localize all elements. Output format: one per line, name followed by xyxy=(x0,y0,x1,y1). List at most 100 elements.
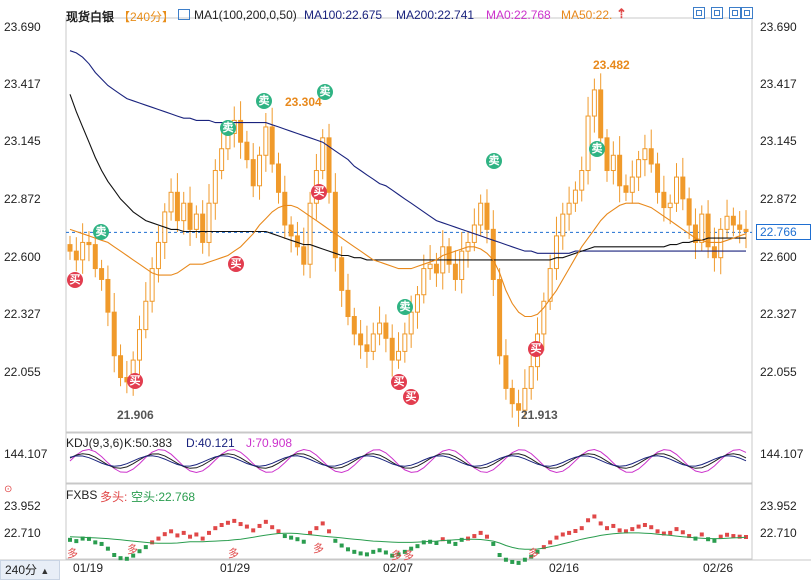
candle-body xyxy=(667,202,673,209)
fxbs-bar xyxy=(434,541,439,545)
x-tick-0: 01/19 xyxy=(73,561,104,575)
fxbs-bar xyxy=(712,538,717,543)
kdj-j-line xyxy=(69,448,747,474)
fxbs-bar xyxy=(99,541,104,546)
fxbs-bar xyxy=(377,548,382,553)
y-tick-right-6: 22.055 xyxy=(760,365,797,379)
y-tick-left-2: 23.145 xyxy=(4,134,41,148)
candle-body xyxy=(737,224,743,230)
fxbs-bar xyxy=(503,557,508,562)
candle-body xyxy=(743,228,749,233)
candle-body xyxy=(414,294,420,313)
ma200-line xyxy=(69,94,746,261)
ma100-value: MA100:22.675 xyxy=(304,8,383,22)
fxbs-bar xyxy=(510,559,515,564)
indicator-settings-icon[interactable] xyxy=(178,9,190,20)
candle-body xyxy=(67,244,73,252)
buy-signal[interactable]: 买 xyxy=(391,374,407,390)
expand-icon[interactable] xyxy=(711,7,723,19)
candle-body xyxy=(699,213,705,243)
candle-body xyxy=(484,202,490,230)
sell-signal[interactable]: 卖 xyxy=(256,93,272,109)
fxbs-bar xyxy=(143,545,148,550)
candle-body xyxy=(238,119,244,143)
candle-body xyxy=(503,355,509,389)
fxbs-bar xyxy=(718,534,723,539)
candle-body xyxy=(402,333,408,352)
candle-body xyxy=(692,224,698,243)
buy-signal[interactable]: 买 xyxy=(403,389,419,405)
fxbs-bar xyxy=(402,549,407,554)
fxbs-bar xyxy=(112,553,117,557)
y-tick-left-5: 22.327 xyxy=(4,307,41,321)
restore-icon[interactable] xyxy=(729,7,741,19)
current-price-tag: 22.766 xyxy=(756,224,811,240)
buy-signal[interactable]: 买 xyxy=(67,272,83,288)
candle-body xyxy=(655,163,661,193)
candle-body xyxy=(711,246,717,259)
candle-body xyxy=(358,333,364,346)
fxbs-bar xyxy=(276,529,281,534)
target-icon[interactable]: ⊙ xyxy=(4,484,13,495)
ma0-value: MA0:22.768 xyxy=(486,8,551,22)
fxbs-bar xyxy=(181,530,186,535)
duo-marker: 多 xyxy=(313,543,324,555)
candle-body xyxy=(263,126,269,156)
candle-body xyxy=(143,300,149,331)
ma50-value: MA50:22. xyxy=(561,8,613,22)
candle-body xyxy=(244,141,250,161)
y-tick-right-2: 23.145 xyxy=(760,134,797,148)
candle-body xyxy=(136,329,142,361)
fxbs-bar xyxy=(560,532,565,537)
candle-body xyxy=(80,241,86,261)
fxbs-bar xyxy=(598,521,603,526)
fxbs-bar xyxy=(390,553,395,558)
sell-signal[interactable]: 卖 xyxy=(589,141,605,157)
fxbs-bar xyxy=(611,523,616,528)
candle-body xyxy=(598,89,604,139)
duo-marker: 多 xyxy=(391,550,402,562)
buy-signal[interactable]: 买 xyxy=(127,373,143,389)
kdj-d-line xyxy=(69,455,747,467)
buy-signal[interactable]: 买 xyxy=(528,341,544,357)
period-label[interactable]: 【240分】 xyxy=(118,10,175,24)
ma-indicator-label: MA1(100,200,0,50) xyxy=(194,8,297,22)
low-annotation-2: 21.913 xyxy=(521,408,558,422)
candle-body xyxy=(579,170,585,191)
x-tick-1: 01/29 xyxy=(220,561,251,575)
candle-body xyxy=(452,263,458,280)
fxbs-bar xyxy=(314,526,319,531)
fxbs-bar xyxy=(68,537,72,542)
buy-signal[interactable]: 买 xyxy=(228,256,244,272)
candle-body xyxy=(629,176,635,193)
sell-signal[interactable]: 卖 xyxy=(397,299,413,315)
candle-body xyxy=(326,137,332,193)
sell-signal[interactable]: 卖 xyxy=(220,120,236,136)
fxbs-bar xyxy=(308,530,313,535)
close-icon[interactable] xyxy=(741,7,753,19)
fxbs-bar xyxy=(383,550,388,555)
candle-body xyxy=(509,387,515,405)
high-annotation-1: 23.304 xyxy=(285,95,322,109)
zoom-out-icon[interactable] xyxy=(693,7,705,19)
period-selector-button[interactable]: 240分 ▲ xyxy=(0,560,60,580)
y-tick-right-5: 22.327 xyxy=(760,307,797,321)
sell-signal[interactable]: 卖 xyxy=(317,84,333,100)
fxbs-bar xyxy=(554,535,559,540)
fxbs-bar xyxy=(131,553,136,558)
arrow-up-icon[interactable]: ⇡ xyxy=(616,6,627,21)
fxbs-bar xyxy=(270,525,275,530)
fxbs-bar xyxy=(150,540,155,545)
fxbs-bar xyxy=(206,530,211,535)
fxbs-bar xyxy=(699,532,704,537)
candle-body xyxy=(553,235,559,270)
candle-body xyxy=(307,202,313,265)
fxbs-bar xyxy=(345,547,350,552)
buy-signal[interactable]: 买 xyxy=(311,184,327,200)
fxbs-bar xyxy=(213,526,218,531)
sell-signal[interactable]: 卖 xyxy=(93,224,109,240)
sell-signal[interactable]: 卖 xyxy=(486,153,502,169)
fxbs-bar xyxy=(371,549,376,554)
candle-body xyxy=(111,311,117,357)
fxbs-y-tick-left-0: 23.952 xyxy=(4,499,41,513)
